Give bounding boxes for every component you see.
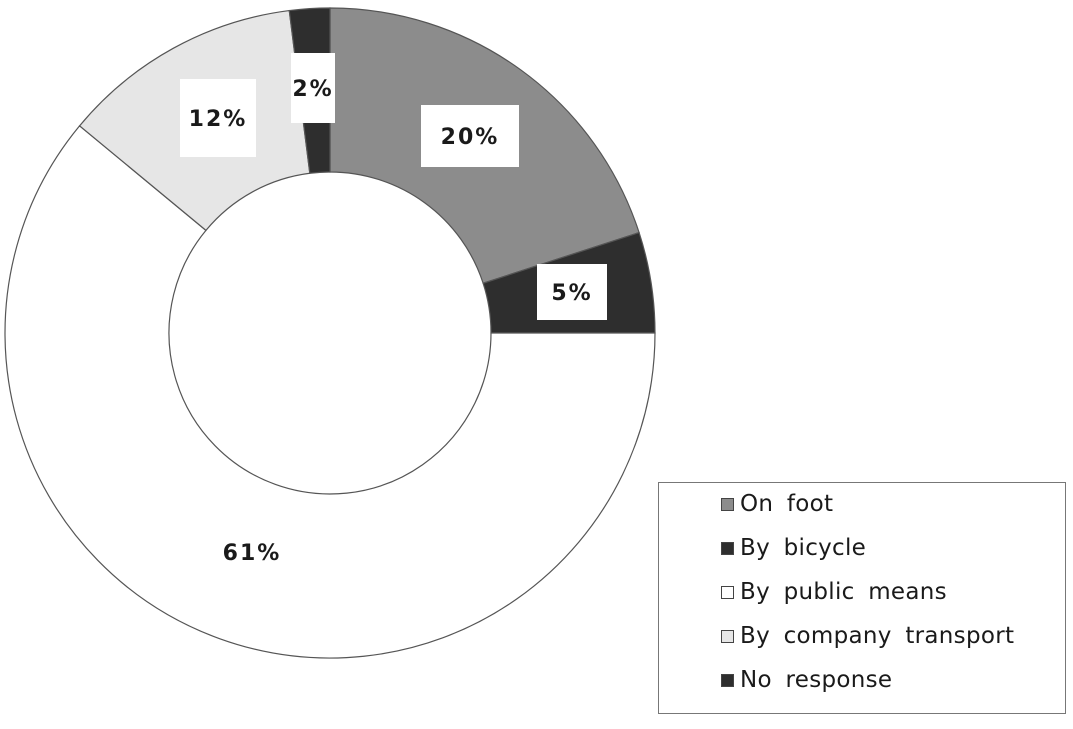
- legend-label-no-response: No response: [740, 667, 893, 693]
- legend-label-by-public-means: By public means: [740, 579, 947, 605]
- data-label-by-bicycle: 5%: [551, 281, 592, 306]
- legend-swatch-no-response: [721, 673, 734, 687]
- data-label-bg-by-bicycle: [537, 264, 607, 320]
- data-label-on-foot: 20%: [441, 125, 500, 150]
- legend: On foot By bicycle By public means By co…: [658, 482, 1066, 714]
- data-label-no-response: 2%: [292, 77, 333, 102]
- legend-item-on-foot: On foot: [721, 491, 833, 517]
- legend-swatch-by-public-means: [721, 585, 734, 599]
- legend-swatch-by-bicycle: [721, 541, 734, 555]
- legend-label-on-foot: On foot: [740, 491, 834, 517]
- legend-swatch-on-foot: [721, 497, 734, 511]
- legend-label-by-company-transport: By company transport: [740, 623, 1015, 649]
- slice-by-public-means: [4, 124, 656, 659]
- legend-swatch-by-company-transport: [721, 629, 734, 643]
- data-label-bg-no-response: [291, 53, 335, 123]
- data-labels: 20% 5% 61% 12% 2%: [180, 53, 607, 566]
- legend-item-no-response: No response: [721, 667, 892, 693]
- data-label-bg-on-foot: [421, 105, 519, 167]
- data-label-bg-by-company-transport: [180, 79, 256, 157]
- legend-item-by-public-means: By public means: [721, 579, 947, 605]
- legend-item-by-bicycle: By bicycle: [721, 535, 866, 561]
- data-label-by-company-transport: 12%: [189, 107, 248, 132]
- data-label-by-public-means: 61%: [223, 541, 282, 566]
- legend-item-by-company-transport: By company transport: [721, 623, 1014, 649]
- legend-label-by-bicycle: By bicycle: [740, 535, 867, 561]
